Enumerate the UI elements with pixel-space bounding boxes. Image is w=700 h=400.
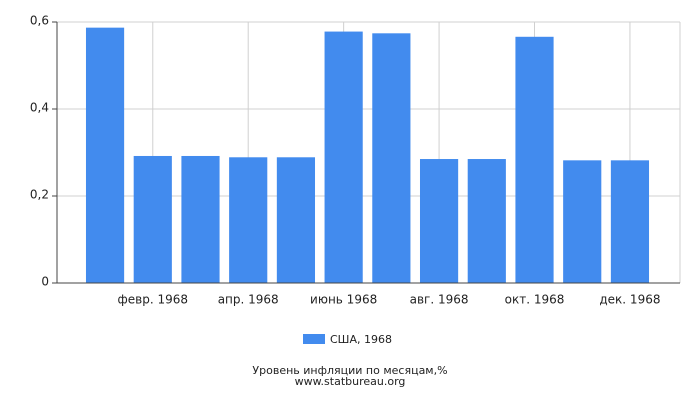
bar [610, 160, 650, 283]
bar [419, 159, 459, 283]
source: www.statbureau.org [295, 375, 406, 388]
chart-title: Уровень инфляции по месяцам,% [252, 364, 447, 377]
x-tick-label: февр. 1968 [118, 293, 189, 307]
legend-swatch [303, 334, 325, 344]
bar [467, 159, 506, 283]
bar [324, 31, 363, 283]
y-tick-label: 0,6 [30, 14, 49, 28]
bar [276, 157, 316, 283]
bar [515, 36, 554, 283]
bar [229, 157, 268, 283]
bar [133, 155, 172, 283]
x-tick-label: апр. 1968 [218, 293, 279, 307]
bar [181, 155, 220, 283]
y-tick-label: 0 [41, 275, 49, 289]
legend-label: США, 1968 [330, 333, 392, 346]
x-tick-label: июнь 1968 [310, 293, 377, 307]
x-tick-label: авг. 1968 [410, 293, 469, 307]
y-tick-label: 0,2 [30, 188, 49, 202]
bar [563, 160, 602, 283]
x-tick-label: дек. 1968 [599, 293, 660, 307]
y-tick-label: 0,4 [30, 101, 49, 115]
x-tick-label: окт. 1968 [505, 293, 565, 307]
bar [372, 33, 411, 284]
bar [85, 27, 125, 284]
